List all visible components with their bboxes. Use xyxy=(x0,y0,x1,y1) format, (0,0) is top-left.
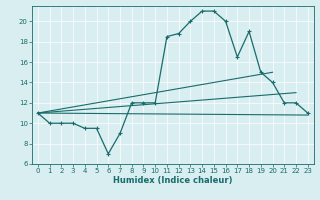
X-axis label: Humidex (Indice chaleur): Humidex (Indice chaleur) xyxy=(113,176,233,185)
